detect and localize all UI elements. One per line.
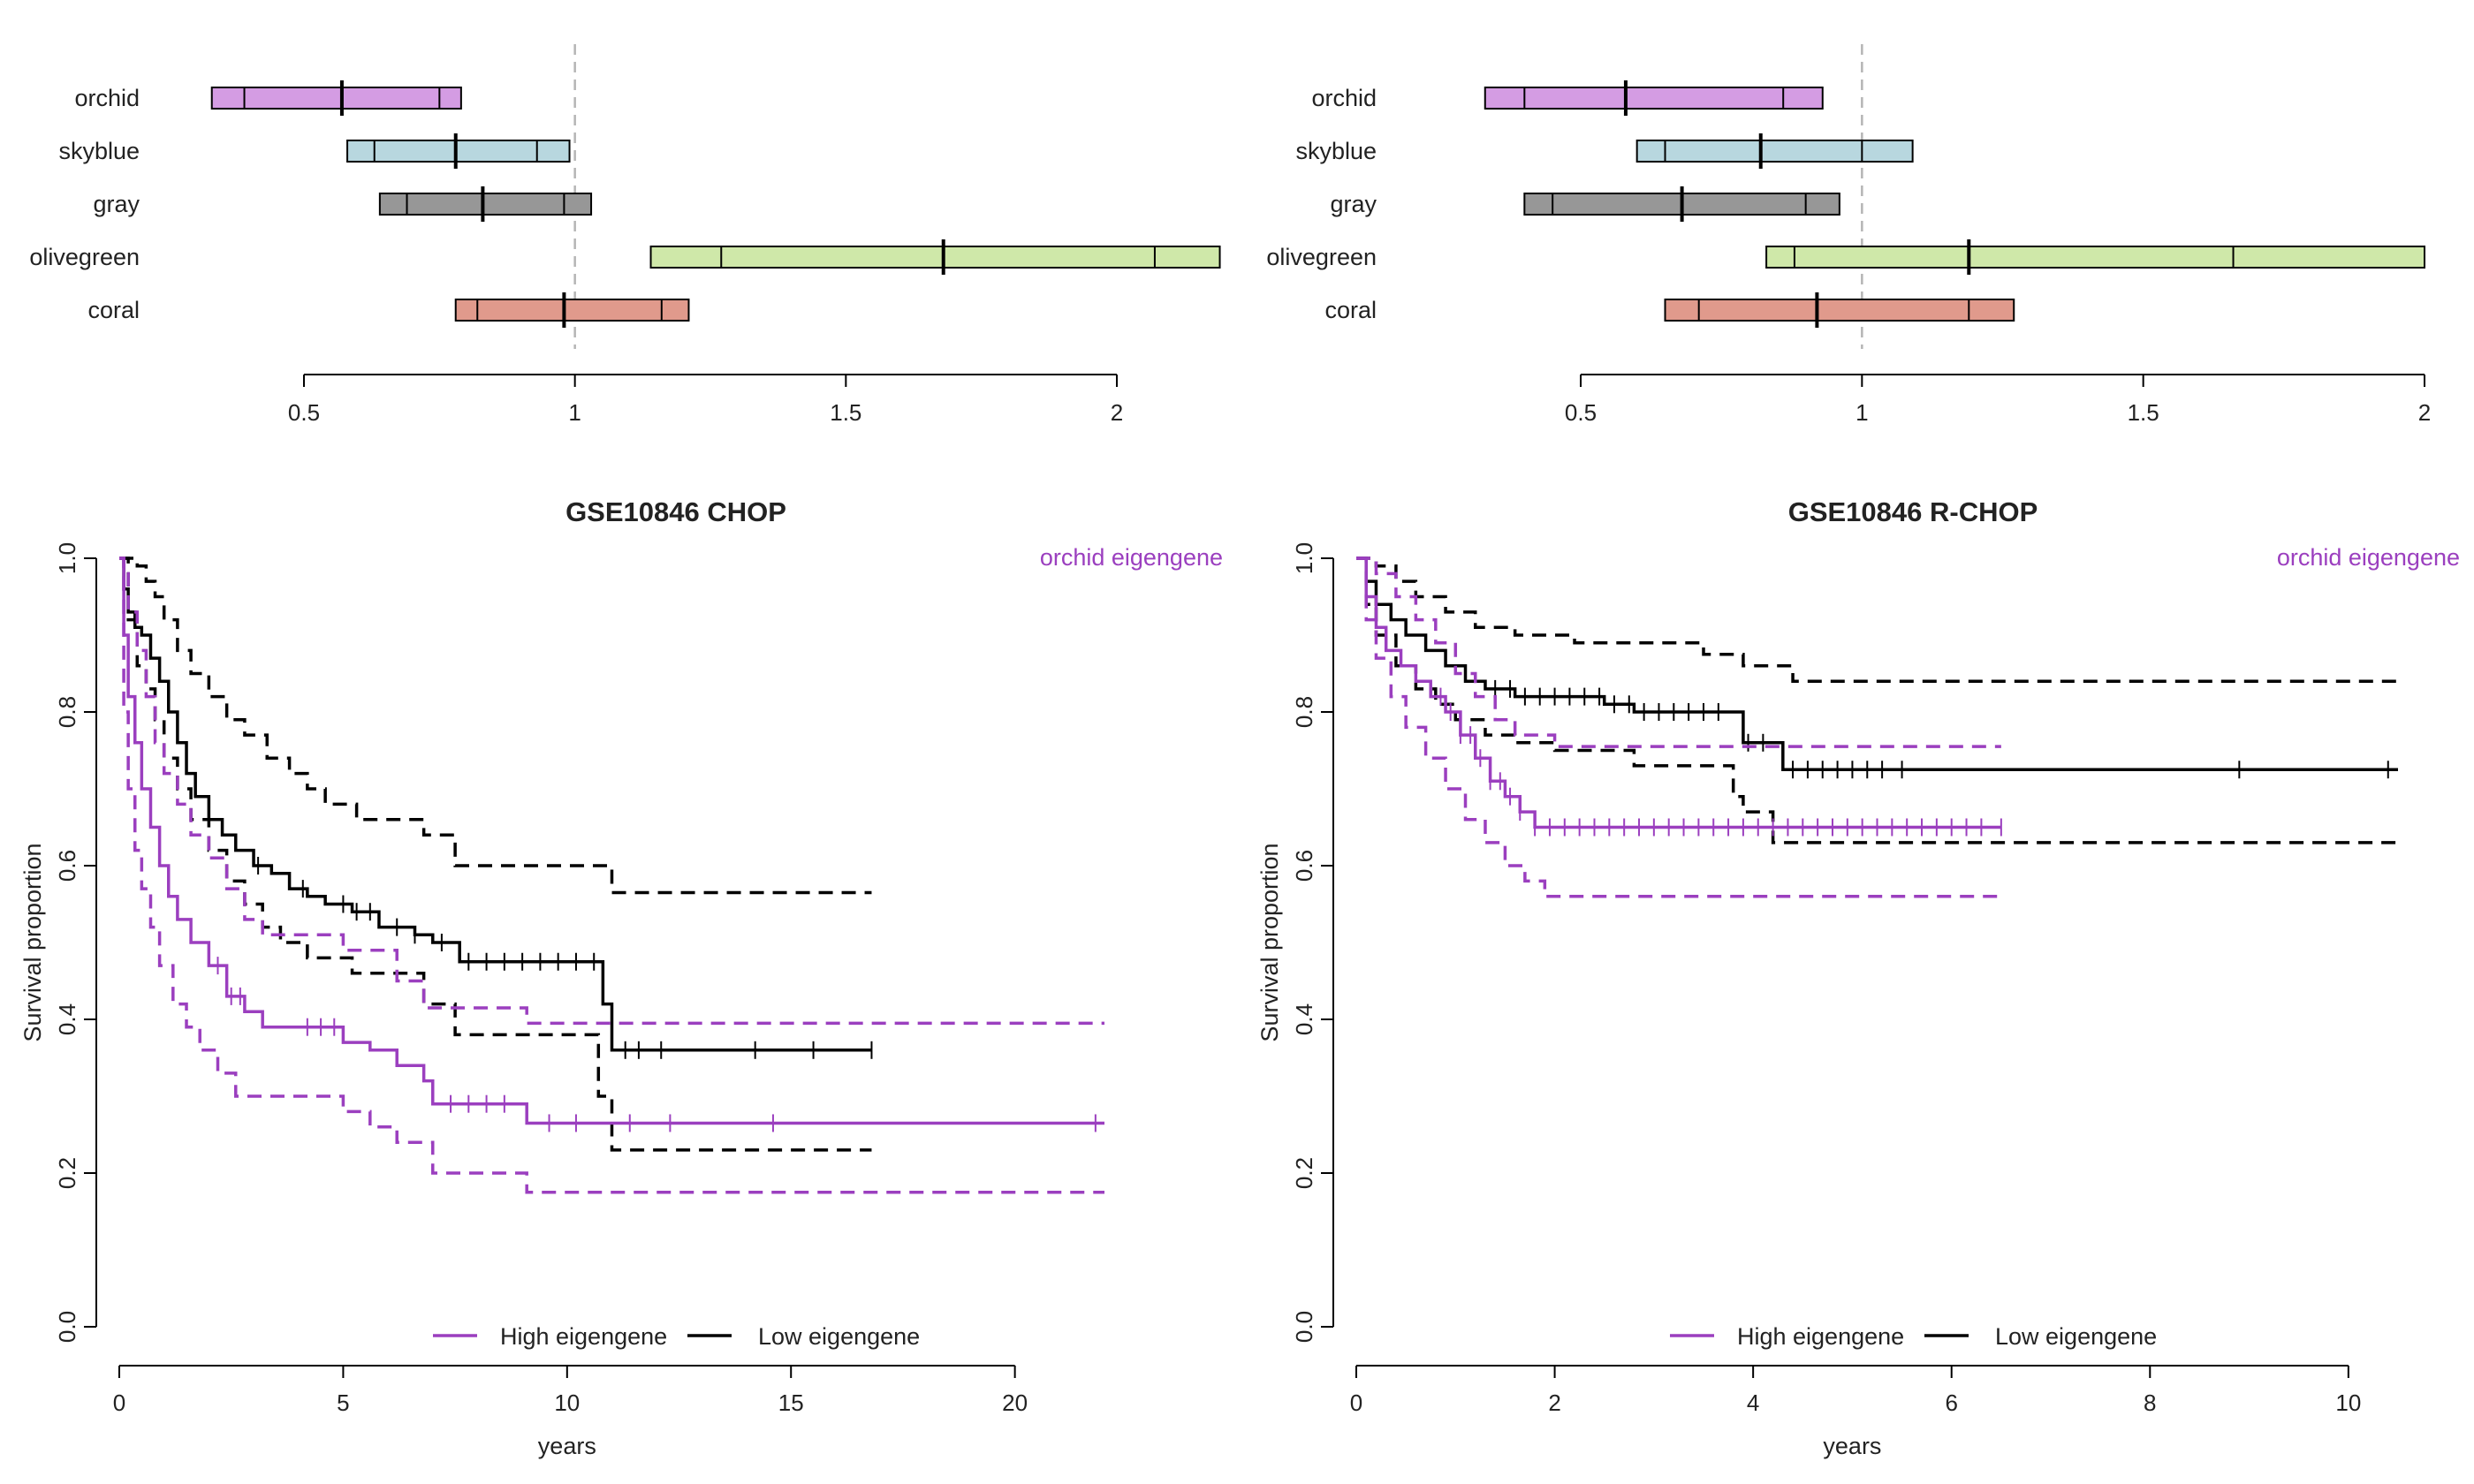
range-box [210, 87, 462, 110]
range-box [1765, 246, 2425, 269]
survival-curve-high [1356, 556, 2001, 829]
category-label: olivegreen [29, 244, 140, 270]
range-box [1484, 87, 1824, 110]
x-tick-label: 4 [1747, 1389, 1759, 1416]
chart-title: GSE10846 R-CHOP [1788, 496, 2038, 527]
legend-label-low: Low eigengene [1995, 1323, 2157, 1350]
y-tick-label: 0.0 [54, 1311, 80, 1343]
x-axis-label: years [538, 1433, 596, 1459]
y-tick-label: 0.8 [1291, 696, 1317, 728]
x-tick-label: 6 [1945, 1389, 1957, 1416]
confidence-band-low-upper [1356, 556, 2398, 683]
category-label: orchid [1311, 85, 1377, 111]
range-box [454, 299, 690, 322]
category-label: coral [1324, 297, 1377, 323]
x-tick-label: 15 [778, 1389, 804, 1416]
x-tick-label: 10 [554, 1389, 580, 1416]
range-box [1635, 140, 1914, 163]
y-tick-label: 0.2 [1291, 1157, 1317, 1189]
legend-label-high: High eigengene [500, 1323, 667, 1350]
x-tick-label: 0 [113, 1389, 125, 1416]
x-tick-label: 2 [1548, 1389, 1560, 1416]
survival-curve-low [1356, 556, 2398, 771]
category-label: orchid [74, 85, 140, 111]
chart-title: GSE10846 CHOP [565, 496, 786, 527]
km-plot-rchop: GSE10846 R-CHOP orchid eigengene 0 2 4 6 8 10 ye… [1256, 496, 2460, 1459]
category-label: gray [93, 191, 140, 217]
x-tick-label: 0.5 [1565, 399, 1597, 426]
y-tick-label: 0.8 [54, 696, 80, 728]
y-tick-label: 0.4 [54, 1003, 80, 1035]
y-tick-label: 0.6 [1291, 850, 1317, 882]
y-axis-label: Survival proportion [19, 843, 46, 1041]
confidence-band-low-lower [119, 556, 872, 1152]
x-tick-label: 5 [337, 1389, 349, 1416]
x-tick-label: 1 [568, 399, 581, 426]
x-tick-label: 8 [2144, 1389, 2156, 1416]
x-tick-label: 1.5 [2128, 399, 2159, 426]
range-box [649, 246, 1221, 269]
x-tick-label: 0.5 [288, 399, 320, 426]
category-label: coral [87, 297, 140, 323]
x-tick-label: 0 [1350, 1389, 1362, 1416]
category-label: olivegreen [1266, 244, 1377, 270]
range-box [346, 140, 571, 163]
y-tick-label: 0.4 [1291, 1003, 1317, 1035]
confidence-band-high-lower [1356, 556, 2001, 898]
forest-plot-left: orchid skyblue gray olivegreen coral 0.5 1 1.5 2 [29, 44, 1221, 426]
y-tick-label: 0.0 [1291, 1311, 1317, 1343]
y-tick-label: 1.0 [1291, 542, 1317, 574]
forest-plot-right: orchid skyblue gray olivegreen coral 0.5 1 1.5 2 [1266, 44, 2431, 426]
confidence-band-high-upper [119, 556, 1104, 1026]
y-axis-label: Survival proportion [1256, 843, 1283, 1041]
y-tick-label: 1.0 [54, 542, 80, 574]
y-tick-label: 0.6 [54, 850, 80, 882]
y-tick-label: 0.2 [54, 1157, 80, 1189]
confidence-band-high-upper [1356, 556, 2001, 748]
category-label: gray [1330, 191, 1377, 217]
x-tick-label: 20 [1002, 1389, 1028, 1416]
x-tick-label: 1.5 [830, 399, 861, 426]
x-axis-label: years [1823, 1433, 1881, 1459]
category-label: skyblue [58, 138, 140, 164]
confidence-band-low-lower [1356, 556, 2398, 844]
legend-label-low: Low eigengene [758, 1323, 920, 1350]
range-box [1664, 299, 2015, 322]
survival-curve-low [119, 556, 872, 1052]
x-tick-label: 1 [1856, 399, 1868, 426]
confidence-band-high-lower [119, 556, 1104, 1194]
category-label: skyblue [1295, 138, 1377, 164]
x-tick-label: 10 [2335, 1389, 2361, 1416]
x-tick-label: 2 [2418, 399, 2431, 426]
km-plot-chop: GSE10846 CHOP orchid eigengene 0 5 10 15 20 yea… [19, 496, 1223, 1459]
confidence-band-low-upper [119, 556, 872, 895]
annotation-label: orchid eigengene [2277, 544, 2460, 571]
legend-label-high: High eigengene [1737, 1323, 1904, 1350]
annotation-label: orchid eigengene [1040, 544, 1223, 571]
x-tick-label: 2 [1111, 399, 1123, 426]
range-box [378, 193, 593, 216]
